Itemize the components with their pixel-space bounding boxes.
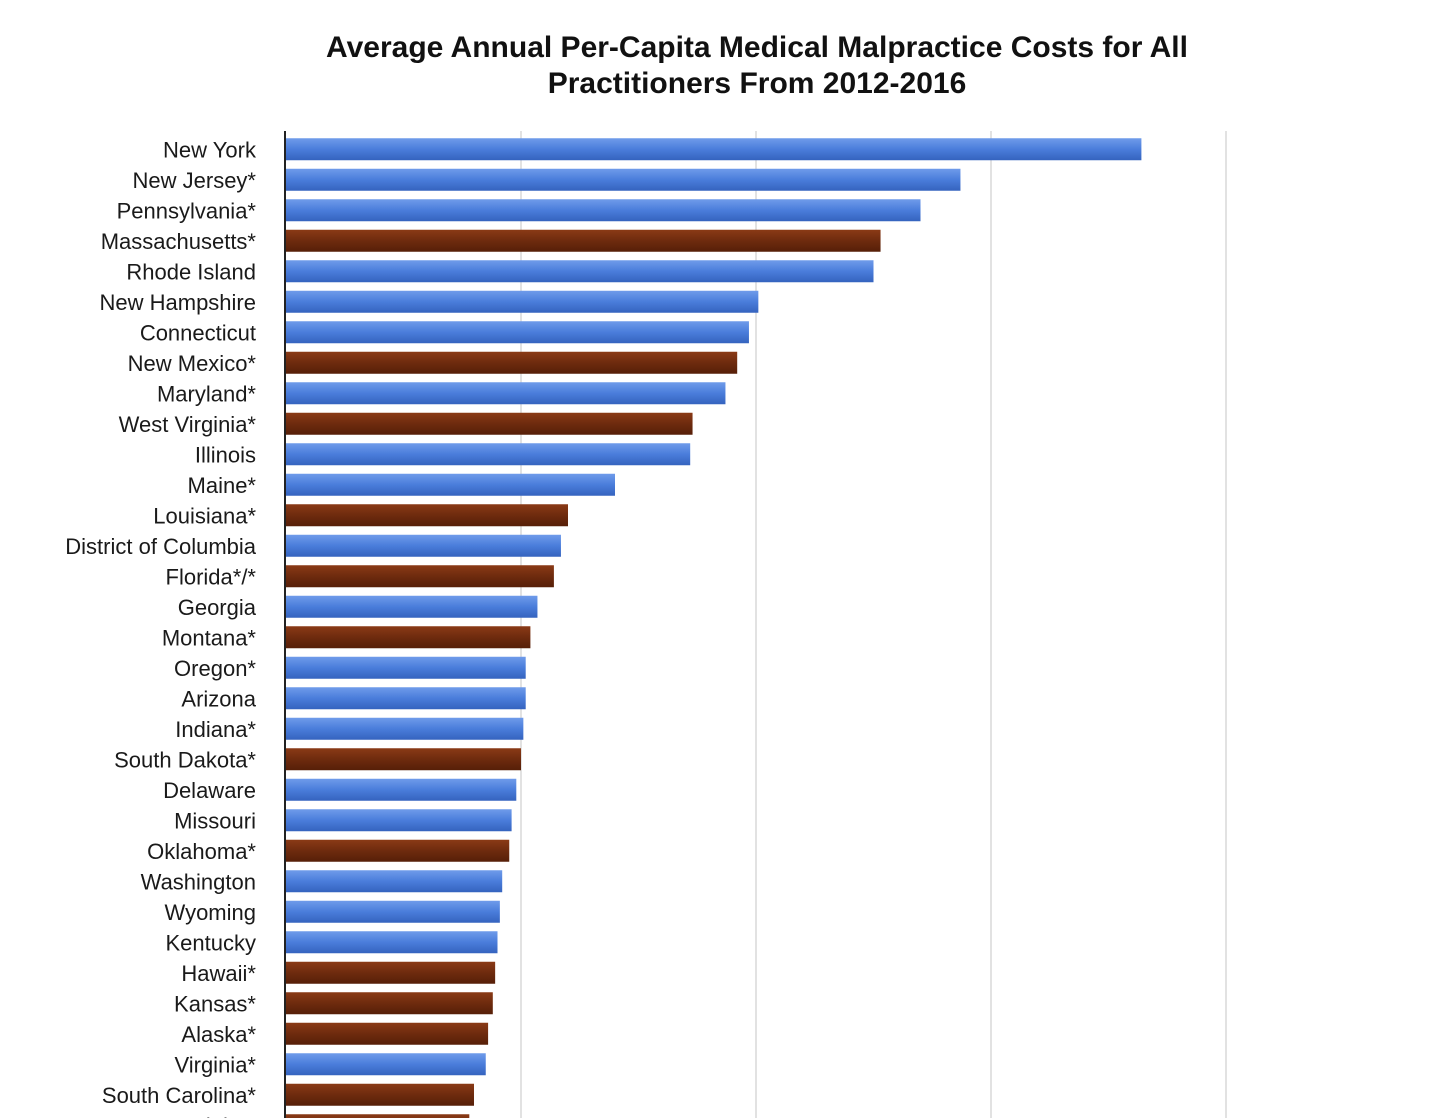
category-label: New Mexico* — [128, 351, 257, 376]
bar — [286, 687, 526, 710]
bar — [286, 839, 510, 862]
category-label: Massachusetts* — [101, 229, 257, 254]
bar — [286, 534, 561, 557]
category-label: Pennsylvania* — [117, 198, 257, 223]
category-label: Kansas* — [174, 991, 256, 1016]
bar — [286, 809, 512, 832]
category-label: South Carolina* — [102, 1083, 257, 1108]
bar — [286, 1053, 486, 1076]
bar — [286, 1114, 470, 1118]
bar — [286, 1083, 474, 1106]
category-label: Hawaii* — [181, 961, 256, 986]
chart-title-line-2: Practitioners From 2012-2016 — [547, 67, 967, 100]
bar — [286, 595, 538, 618]
bar — [286, 1022, 489, 1045]
category-label: Georgia — [178, 595, 257, 620]
bar — [286, 961, 496, 984]
bar — [286, 900, 500, 923]
bar — [286, 748, 521, 771]
bar — [286, 382, 726, 405]
category-label: Rhode Island — [126, 259, 256, 284]
category-label: Maine* — [188, 473, 257, 498]
category-label: Illinois — [195, 442, 256, 467]
bar — [286, 351, 738, 374]
category-label: Florida*/* — [166, 564, 257, 589]
category-label: Oregon* — [174, 656, 256, 681]
bar — [286, 138, 1142, 161]
category-label: Wyoming — [165, 900, 257, 925]
bar — [286, 565, 554, 588]
bar — [286, 290, 759, 313]
category-label: Connecticut — [140, 320, 256, 345]
chart-title: Average Annual Per-Capita Medical Malpra… — [257, 30, 1257, 102]
category-label: Alaska* — [181, 1022, 256, 1047]
bar — [286, 168, 961, 191]
bar — [286, 412, 693, 435]
chart-title-line-1: Average Annual Per-Capita Medical Malpra… — [326, 31, 1188, 64]
category-label: Virginia* — [174, 1052, 256, 1077]
category-label: South Dakota* — [114, 747, 256, 772]
category-label: Indiana* — [175, 717, 256, 742]
bar — [286, 626, 531, 649]
category-label: Maryland* — [157, 381, 256, 406]
bar — [286, 717, 524, 740]
category-label: Oklahoma* — [147, 839, 256, 864]
category-label: Delaware — [163, 778, 256, 803]
category-labels: New York New Jersey* Pennsylvania* Massachu… — [65, 137, 257, 1118]
bar — [286, 504, 568, 527]
bar — [286, 473, 615, 496]
category-label: Missouri — [174, 808, 256, 833]
category-label: New Hampshire — [100, 290, 257, 315]
bar — [286, 229, 881, 252]
category-label: Idaho* — [192, 1113, 256, 1118]
category-label: West Virginia* — [119, 412, 257, 437]
category-label: Louisiana* — [153, 503, 256, 528]
bar — [286, 656, 526, 679]
bar — [286, 443, 691, 466]
bar — [286, 778, 517, 801]
bar — [286, 260, 874, 283]
category-label: New Jersey* — [133, 168, 257, 193]
bar — [286, 321, 749, 344]
category-label: Arizona — [181, 686, 256, 711]
bars — [286, 138, 1142, 1118]
category-label: District of Columbia — [65, 534, 256, 559]
category-label: Washington — [141, 869, 256, 894]
bar — [286, 199, 921, 222]
bar — [286, 931, 498, 954]
category-label: New York — [163, 137, 257, 162]
bar — [286, 992, 493, 1015]
category-label: Montana* — [162, 625, 257, 650]
category-label: Kentucky — [166, 930, 257, 955]
bar — [286, 870, 503, 893]
